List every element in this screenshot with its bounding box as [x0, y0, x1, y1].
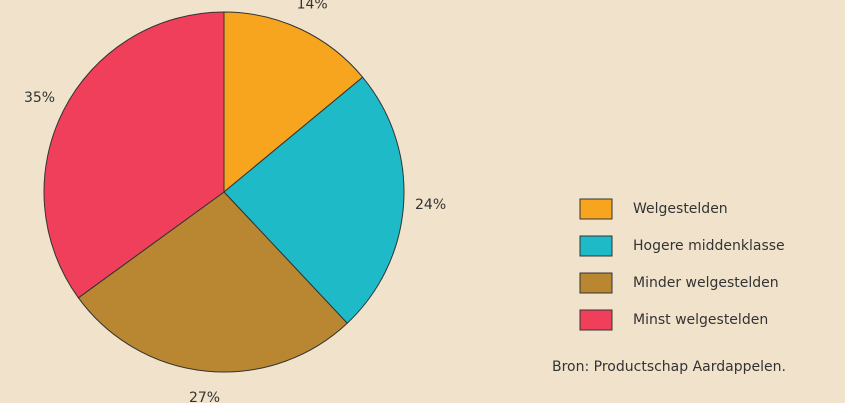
legend-swatch: [579, 235, 613, 257]
data-label: 14%: [297, 0, 328, 13]
data-label: 24%: [415, 197, 446, 213]
legend-swatch: [579, 309, 613, 331]
data-label: 35%: [24, 90, 55, 106]
pie-slice: [43, 11, 225, 299]
legend-swatch: [579, 272, 613, 294]
legend-label: Minder welgestelden: [633, 275, 779, 291]
legend-label: Hogere middenklasse: [633, 238, 785, 254]
source: Bron: Productschap Aardappelen.: [552, 359, 786, 375]
data-label: 27%: [189, 390, 220, 403]
legend-label: Minst welgestelden: [633, 312, 768, 328]
pie-slice: [223, 76, 405, 324]
pie-slice: [223, 11, 364, 194]
legend-swatch: [579, 198, 613, 220]
legend-label: Welgestelden: [633, 201, 728, 217]
pie-slice: [77, 191, 348, 373]
